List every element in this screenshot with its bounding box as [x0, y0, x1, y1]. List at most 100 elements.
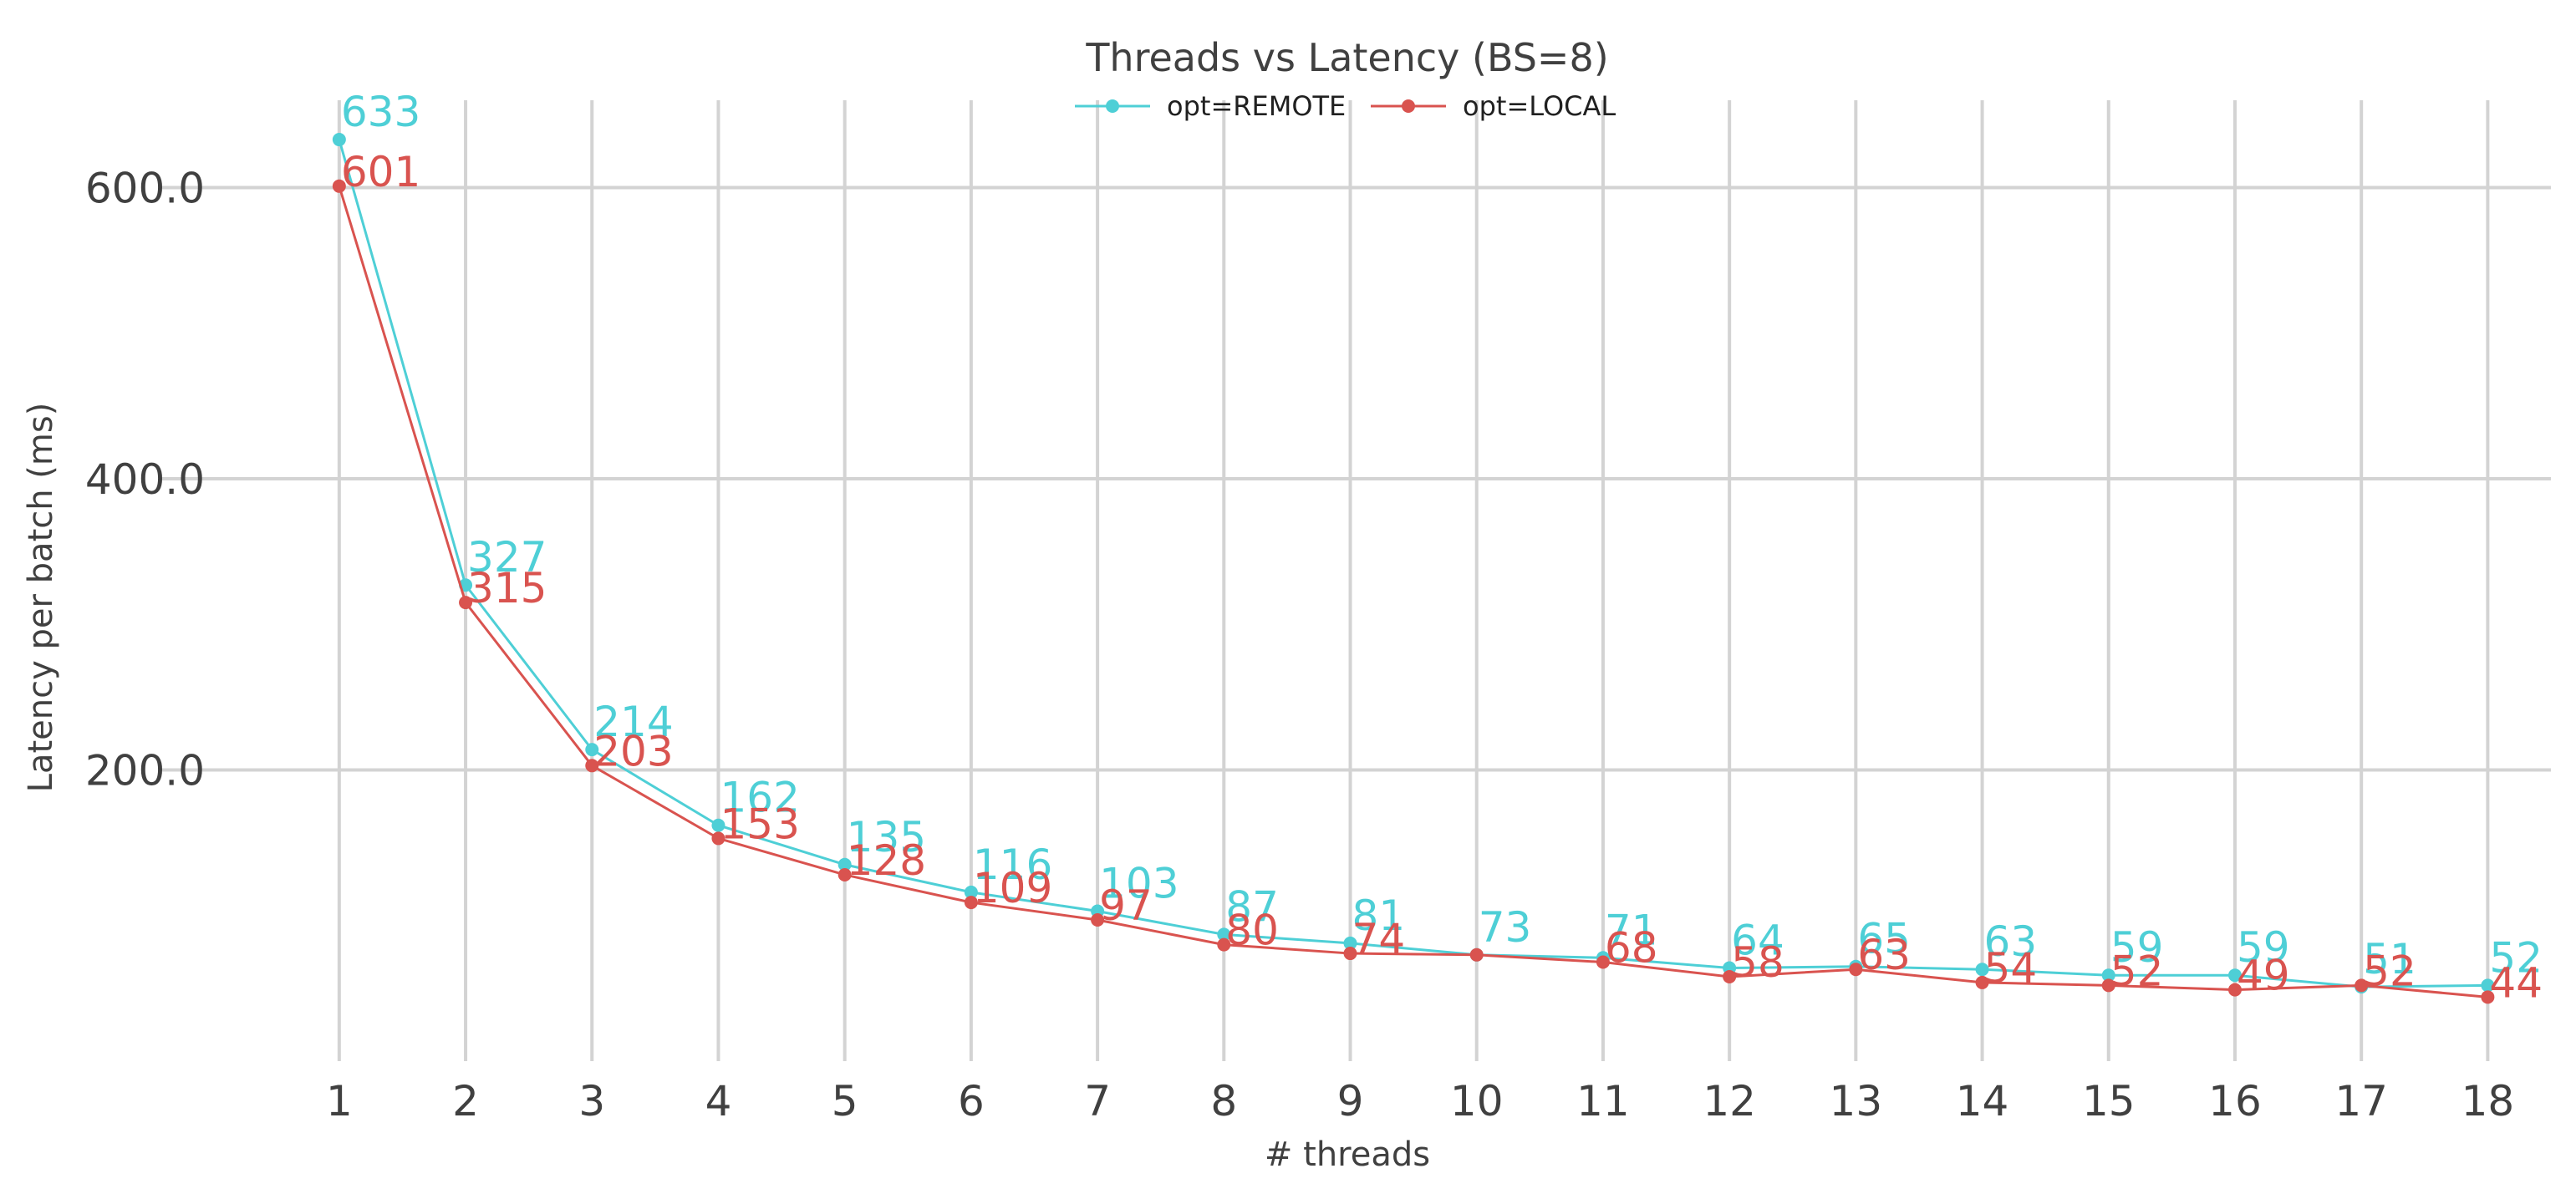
data-label: 153 — [720, 800, 799, 848]
data-point — [711, 818, 725, 832]
x-tick-label: 6 — [958, 1077, 985, 1125]
legend-label: opt=LOCAL — [1463, 90, 1616, 122]
data-label: 80 — [1225, 907, 1279, 955]
data-label: 68 — [1605, 924, 1658, 973]
x-tick-label: 12 — [1703, 1077, 1756, 1125]
data-point — [1217, 927, 1231, 942]
data-label: 63 — [1984, 917, 2038, 966]
data-label: 203 — [593, 727, 673, 775]
legend: opt=REMOTE opt=LOCAL — [1075, 90, 1616, 122]
x-tick-label: 13 — [1830, 1077, 1883, 1125]
data-label: 73 — [1479, 903, 1532, 952]
data-point — [837, 857, 852, 871]
data-label: 214 — [593, 698, 673, 746]
data-label: 51 — [2363, 935, 2416, 983]
data-point — [585, 743, 599, 757]
data-point — [2481, 990, 2495, 1004]
x-tick-label: 10 — [1450, 1077, 1504, 1125]
data-point — [1849, 963, 1863, 977]
data-point — [837, 867, 852, 881]
y-axis-label: Latency per batch (ms) — [22, 403, 60, 793]
data-label: 116 — [973, 841, 1052, 889]
x-tick-label: 16 — [2208, 1077, 2262, 1125]
x-tick-label: 11 — [1576, 1077, 1630, 1125]
data-point — [1723, 969, 1737, 983]
grid-layer — [159, 100, 2551, 1061]
data-point — [711, 831, 725, 846]
data-label: 74 — [1352, 915, 1406, 963]
tick-layer: 1 2 3 4 5 6 7 8 9 10 11 12 13 14 15 16 17 18200.0400.0600… — [85, 165, 2514, 1125]
data-label: 63 — [1857, 931, 1911, 979]
data-label: 52 — [2363, 947, 2416, 995]
data-point — [2227, 968, 2242, 983]
series-line-opt-remote — [338, 139, 2488, 988]
data-point — [2101, 968, 2115, 983]
data-label: 87 — [1225, 882, 1279, 931]
data-label: 49 — [2237, 952, 2290, 1000]
data-label: 97 — [1099, 881, 1153, 930]
y-tick-label: 600.0 — [85, 165, 205, 213]
x-tick-label: 2 — [452, 1077, 479, 1125]
data-point — [1975, 963, 1989, 977]
data-point — [1343, 947, 1357, 961]
data-label: 52 — [2110, 947, 2164, 995]
data-label: 59 — [2237, 923, 2290, 972]
data-label: 103 — [1099, 860, 1179, 908]
data-point — [332, 133, 346, 147]
x-tick-label: 7 — [1084, 1077, 1111, 1125]
data-label: 59 — [2110, 923, 2164, 972]
data-point — [1469, 948, 1484, 962]
data-label: 128 — [847, 836, 926, 885]
data-point — [964, 896, 978, 910]
data-label: 58 — [1731, 938, 1784, 987]
data-point — [1975, 975, 1989, 989]
data-label: 44 — [2489, 958, 2543, 1007]
data-point — [585, 759, 599, 773]
data-label: 109 — [973, 864, 1052, 912]
x-tick-label: 8 — [1210, 1077, 1237, 1125]
data-point — [332, 179, 346, 193]
x-tick-label: 1 — [326, 1077, 353, 1125]
data-label: 54 — [1984, 944, 2038, 993]
data-label: 65 — [1857, 915, 1911, 963]
data-point — [964, 885, 978, 899]
data-point — [1343, 936, 1357, 950]
data-label: 135 — [847, 813, 926, 861]
x-tick-label: 14 — [1956, 1077, 2009, 1125]
data-label: 162 — [720, 774, 799, 822]
y-tick-label: 400.0 — [85, 455, 205, 504]
data-label: 52 — [2489, 933, 2543, 982]
y-tick-label: 200.0 — [85, 747, 205, 795]
data-point — [2481, 978, 2495, 993]
x-tick-label: 3 — [578, 1077, 605, 1125]
x-tick-label: 17 — [2334, 1077, 2388, 1125]
chart-title: Threads vs Latency (BS=8) — [1085, 35, 1608, 80]
data-point — [2101, 978, 2115, 993]
data-label: 71 — [1605, 906, 1658, 954]
data-point — [1091, 912, 1105, 927]
data-label: 327 — [467, 533, 547, 582]
data-point — [1596, 955, 1610, 969]
legend-marker — [1402, 99, 1415, 113]
data-label: 64 — [1731, 916, 1784, 964]
x-tick-label: 18 — [2461, 1077, 2515, 1125]
data-label: 601 — [341, 148, 420, 196]
data-point — [2355, 978, 2369, 993]
legend-label: opt=REMOTE — [1167, 90, 1346, 122]
x-axis-label: # threads — [1265, 1135, 1430, 1174]
series-layer — [332, 133, 2495, 1004]
data-point — [1217, 937, 1231, 952]
data-label: 633 — [341, 88, 420, 136]
legend-marker — [1106, 99, 1119, 113]
data-label: 81 — [1352, 892, 1406, 940]
x-tick-label: 9 — [1337, 1077, 1364, 1125]
x-tick-label: 15 — [2082, 1077, 2136, 1125]
data-point — [2227, 983, 2242, 997]
x-tick-label: 4 — [705, 1077, 732, 1125]
series-line-opt-local — [338, 185, 2488, 998]
data-point — [459, 596, 473, 610]
data-label: 315 — [467, 564, 547, 612]
